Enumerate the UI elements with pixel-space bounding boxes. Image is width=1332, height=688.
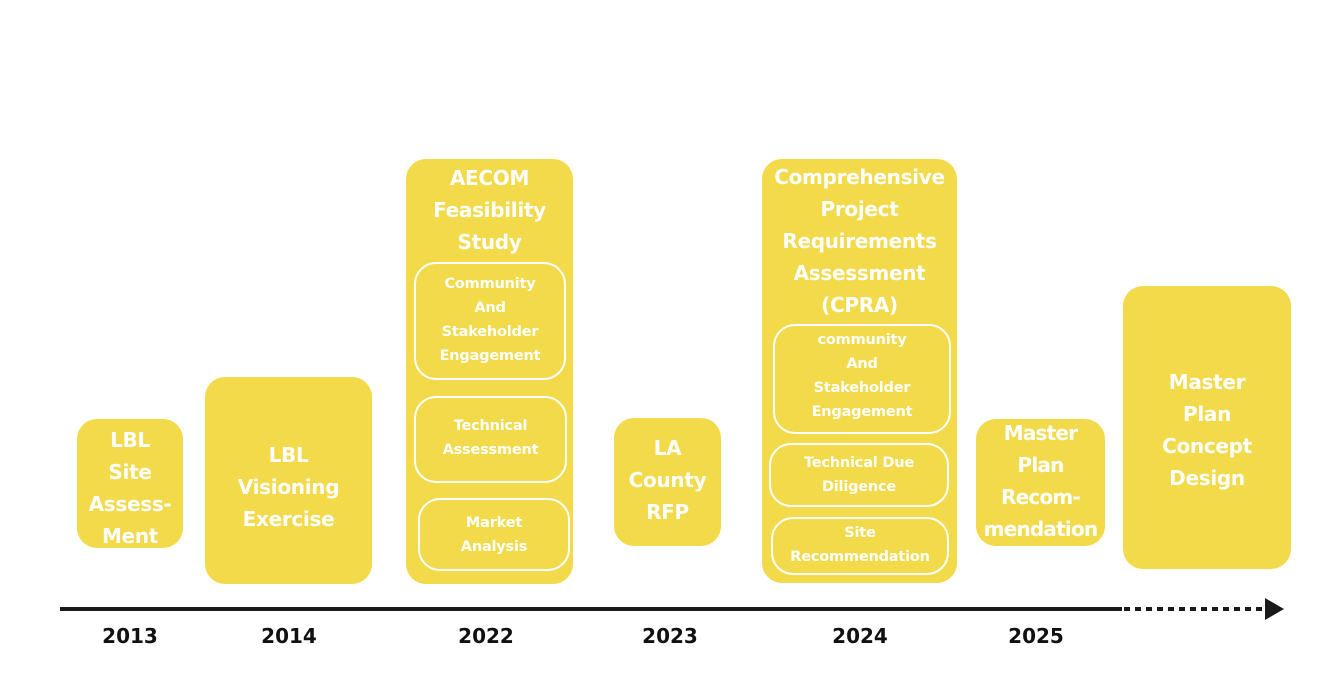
subitem-line: Stakeholder bbox=[441, 324, 539, 340]
milestone-lbl-site-assessment: LBL Site Assess- Ment bbox=[77, 419, 183, 548]
subitem-line: Market bbox=[465, 515, 523, 531]
year-label: 2024 bbox=[832, 624, 888, 648]
milestone-aecom-feasibility-study: AECOM Feasibility Study Community And St… bbox=[406, 159, 573, 584]
subitem-line: Recommendation bbox=[790, 549, 930, 565]
subitem-line: Technical Due bbox=[803, 455, 914, 471]
subitem-technical-due-diligence: Technical Due Diligence bbox=[769, 443, 949, 507]
title-line: LBL bbox=[110, 428, 150, 452]
milestone-master-plan-recommendation: Master Plan Recom- mendation bbox=[976, 419, 1105, 546]
title-line: Plan bbox=[1182, 402, 1232, 426]
subitem-line: Analysis bbox=[460, 539, 528, 555]
title-line: County bbox=[628, 468, 707, 492]
milestone-title: LBL Visioning Exercise bbox=[205, 439, 372, 535]
subitem-line: community bbox=[817, 332, 907, 348]
subitem-line: Community bbox=[444, 276, 536, 292]
title-line: Site bbox=[108, 460, 152, 484]
title-line: Design bbox=[1169, 466, 1245, 490]
title-line: Comprehensive bbox=[774, 165, 945, 189]
subitem-line: And bbox=[846, 356, 878, 372]
subitem-line: Diligence bbox=[821, 479, 897, 495]
title-line: Assess- bbox=[88, 492, 172, 516]
subitem-market-analysis: Market Analysis bbox=[418, 498, 570, 571]
subitem-text: Technical Assessment bbox=[416, 414, 565, 462]
milestone-master-plan-concept-design: Master Plan Concept Design bbox=[1123, 286, 1291, 569]
title-line: AECOM bbox=[449, 166, 530, 190]
title-line: Ment bbox=[101, 524, 159, 548]
title-line: mendation bbox=[983, 517, 1098, 541]
arrow-right-icon bbox=[1265, 598, 1284, 620]
title-line: Master bbox=[1168, 370, 1246, 394]
subitem-line: Engagement bbox=[811, 404, 913, 420]
year-label: 2023 bbox=[642, 624, 698, 648]
subitem-site-recommendation: Site Recommendation bbox=[771, 517, 949, 575]
title-line: RFP bbox=[646, 500, 689, 524]
milestone-title: Master Plan Recom- mendation bbox=[976, 417, 1105, 545]
title-line: Project bbox=[820, 197, 899, 221]
year-label: 2022 bbox=[458, 624, 514, 648]
title-line: Exercise bbox=[242, 507, 335, 531]
title-line: Visioning bbox=[237, 475, 340, 499]
milestone-title: LA County RFP bbox=[614, 432, 721, 528]
title-line: Study bbox=[457, 230, 522, 254]
timeline-axis bbox=[60, 607, 1122, 611]
milestone-cpra: Comprehensive Project Requirements Asses… bbox=[762, 159, 957, 583]
subitem-line: Site bbox=[844, 525, 876, 541]
title-line: Feasibility bbox=[433, 198, 546, 222]
subitem-line: Stakeholder bbox=[813, 380, 911, 396]
title-line: Recom- bbox=[1001, 485, 1081, 509]
year-label: 2014 bbox=[261, 624, 317, 648]
title-line: (CPRA) bbox=[821, 293, 898, 317]
title-line: Assessment bbox=[793, 261, 926, 285]
year-label: 2013 bbox=[102, 624, 158, 648]
title-line: Master bbox=[1003, 421, 1078, 445]
subitem-technical-assessment: Technical Assessment bbox=[414, 396, 567, 483]
subitem-line: And bbox=[474, 300, 506, 316]
subitem-text: Community And Stakeholder Engagement bbox=[416, 272, 564, 368]
title-line: Requirements bbox=[782, 229, 937, 253]
title-line: Concept bbox=[1162, 434, 1252, 458]
subitem-text: Technical Due Diligence bbox=[771, 451, 947, 499]
title-line: LA bbox=[653, 436, 682, 460]
milestone-title: AECOM Feasibility Study bbox=[406, 162, 573, 258]
subitem-text: Market Analysis bbox=[420, 511, 568, 559]
milestone-title: LBL Site Assess- Ment bbox=[77, 424, 183, 552]
title-line: LBL bbox=[268, 443, 309, 467]
subitem-line: Engagement bbox=[439, 348, 541, 364]
milestone-lbl-visioning-exercise: LBL Visioning Exercise bbox=[205, 377, 372, 584]
subitem-line: Assessment bbox=[442, 442, 539, 458]
subitem-text: Site Recommendation bbox=[773, 521, 947, 569]
milestone-title: Master Plan Concept Design bbox=[1123, 366, 1291, 494]
subitem-line: Technical bbox=[453, 418, 528, 434]
timeline-future-dotted bbox=[1124, 607, 1266, 611]
subitem-text: community And Stakeholder Engagement bbox=[775, 328, 949, 424]
title-line: Plan bbox=[1017, 453, 1064, 477]
subitem-community-engagement: Community And Stakeholder Engagement bbox=[414, 262, 566, 380]
milestone-la-county-rfp: LA County RFP bbox=[614, 418, 721, 546]
subitem-community-engagement: community And Stakeholder Engagement bbox=[773, 324, 951, 434]
milestone-title: Comprehensive Project Requirements Asses… bbox=[762, 161, 957, 321]
year-label: 2025 bbox=[1008, 624, 1064, 648]
